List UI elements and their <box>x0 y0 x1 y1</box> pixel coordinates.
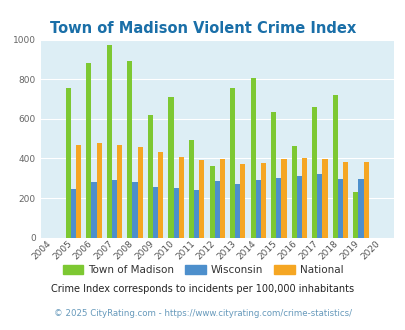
Bar <box>240 164 245 238</box>
Bar <box>96 143 101 238</box>
Bar <box>296 177 301 238</box>
Text: Crime Index corresponds to incidents per 100,000 inhabitants: Crime Index corresponds to incidents per… <box>51 284 354 294</box>
Bar <box>112 181 117 238</box>
Bar <box>342 162 347 238</box>
Bar <box>76 145 81 238</box>
Bar <box>173 188 178 238</box>
Bar <box>291 146 296 238</box>
Bar <box>234 184 240 238</box>
Bar <box>153 187 158 238</box>
Bar <box>178 157 183 238</box>
Bar <box>66 88 71 238</box>
Bar <box>281 159 286 238</box>
Bar <box>132 182 137 238</box>
Bar <box>168 97 173 238</box>
Bar <box>219 159 224 238</box>
Bar <box>352 192 358 238</box>
Bar <box>86 63 91 238</box>
Bar <box>147 115 153 238</box>
Bar <box>358 179 362 238</box>
Bar <box>332 95 337 238</box>
Bar <box>337 179 342 238</box>
Bar <box>230 88 234 238</box>
Bar <box>322 159 327 238</box>
Bar <box>271 113 275 238</box>
Bar <box>91 182 96 238</box>
Bar <box>137 147 143 238</box>
Bar <box>255 181 260 238</box>
Bar <box>107 45 112 238</box>
Bar <box>117 145 122 238</box>
Bar <box>362 162 368 238</box>
Bar <box>127 61 132 238</box>
Bar <box>275 178 281 238</box>
Text: Town of Madison Violent Crime Index: Town of Madison Violent Crime Index <box>50 21 355 36</box>
Bar <box>214 181 219 238</box>
Bar <box>250 78 255 238</box>
Text: © 2025 CityRating.com - https://www.cityrating.com/crime-statistics/: © 2025 CityRating.com - https://www.city… <box>54 309 351 318</box>
Bar <box>71 189 76 238</box>
Bar <box>209 166 214 238</box>
Bar <box>311 107 317 238</box>
Bar <box>301 158 306 238</box>
Legend: Town of Madison, Wisconsin, National: Town of Madison, Wisconsin, National <box>58 261 347 280</box>
Bar <box>158 152 163 238</box>
Bar <box>199 160 204 238</box>
Bar <box>194 190 199 238</box>
Bar <box>188 140 194 238</box>
Bar <box>260 163 265 238</box>
Bar <box>317 174 322 238</box>
